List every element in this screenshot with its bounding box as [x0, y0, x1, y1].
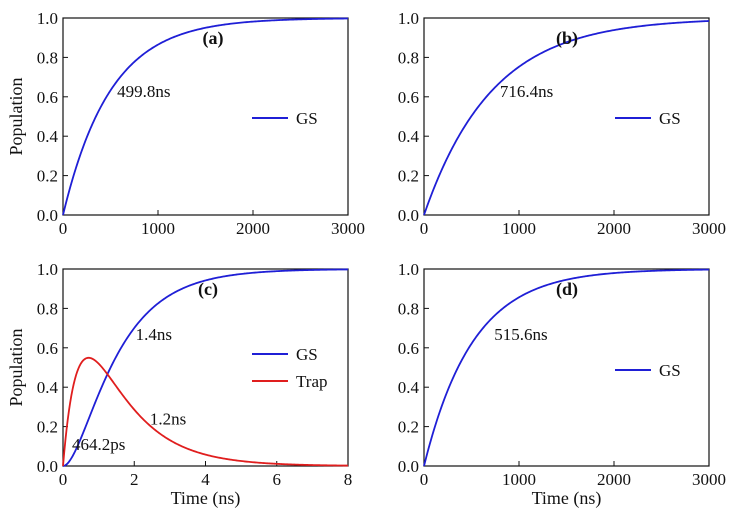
- axes-frame: [62, 17, 349, 216]
- axes-frame: [423, 17, 710, 216]
- y-tick-label: 0.8: [398, 48, 419, 67]
- y-tick-label: 0.4: [37, 378, 59, 397]
- y-tick-label: 0.8: [37, 299, 58, 318]
- panel-d: 0 1000 2000 3000 0.0 0.2 0.4 0.6 0.8 1.0 Time (ns)…: [398, 260, 726, 509]
- panel-c: 0 2 4 6 8 0.0 0.2 0.4 0.6 0.8 1.0 Population Time (n…: [6, 260, 352, 509]
- y-tick-label: 0.6: [398, 339, 419, 358]
- x-tick-label: 6: [273, 470, 282, 489]
- y-tick-label: 1.0: [398, 9, 419, 28]
- panel-label: (a): [203, 28, 224, 49]
- legend-label-gs: GS: [296, 109, 318, 128]
- panel-label: (d): [556, 279, 578, 300]
- series-line-gs: [62, 268, 349, 467]
- x-tick-label: 0: [59, 219, 68, 238]
- legend-label-gs: GS: [296, 345, 318, 364]
- panel-b: 0 1000 2000 3000 0.0 0.2 0.4 0.6 0.8 1.0 GS (b) 716.…: [398, 9, 726, 238]
- series-line-gs: [423, 20, 710, 216]
- panel-label: (c): [198, 279, 218, 300]
- y-tick-label: 0.0: [37, 457, 58, 476]
- y-tick-label: 1.0: [398, 260, 419, 279]
- y-tick-label: 0.0: [37, 206, 58, 225]
- y-tick-label: 0.4: [398, 378, 420, 397]
- y-tick-label: 0.4: [37, 127, 59, 146]
- x-tick-label: 2000: [597, 219, 631, 238]
- series-line-gs: [62, 17, 349, 216]
- x-axis-label: Time (ns): [532, 488, 602, 509]
- y-tick-label: 0.6: [37, 339, 58, 358]
- x-tick-label: 2000: [597, 470, 631, 489]
- x-tick-label: 1000: [502, 219, 536, 238]
- lifetime-annotation: 1.4ns: [136, 325, 172, 344]
- series-line-trap: [62, 356, 349, 467]
- panel-a: 0 1000 2000 3000 0.0 0.2 0.4 0.6 0.8 1.0 Populatio…: [6, 9, 365, 238]
- y-tick-label: 1.0: [37, 260, 58, 279]
- series-line-gs: [423, 268, 710, 467]
- legend-label-gs: GS: [659, 361, 681, 380]
- y-tick-label: 0.2: [37, 418, 58, 437]
- panel-label: (b): [556, 28, 578, 49]
- lifetime-annotation: 464.2ps: [72, 435, 125, 454]
- y-axis-label: Population: [6, 77, 26, 155]
- x-axis-label: Time (ns): [171, 488, 241, 509]
- y-tick-label: 0.4: [398, 127, 420, 146]
- lifetime-annotation: 499.8ns: [117, 82, 170, 101]
- x-tick-label: 4: [201, 470, 210, 489]
- x-tick-label: 2000: [236, 219, 270, 238]
- y-tick-label: 0.6: [398, 88, 419, 107]
- axes-frame: [423, 268, 710, 467]
- x-tick-label: 3000: [692, 470, 726, 489]
- x-tick-label: 2: [130, 470, 139, 489]
- lifetime-annotation: 716.4ns: [500, 82, 553, 101]
- y-tick-label: 1.0: [37, 9, 58, 28]
- x-tick-label: 0: [59, 470, 68, 489]
- legend-label-trap: Trap: [296, 372, 328, 391]
- legend-label-gs: GS: [659, 109, 681, 128]
- y-tick-label: 0.0: [398, 457, 419, 476]
- y-tick-label: 0.2: [398, 167, 419, 186]
- y-axis-label: Population: [6, 328, 26, 406]
- y-tick-label: 0.0: [398, 206, 419, 225]
- x-tick-label: 0: [420, 219, 429, 238]
- x-tick-label: 3000: [331, 219, 365, 238]
- y-tick-label: 0.2: [37, 167, 58, 186]
- lifetime-annotation: 1.2ns: [150, 410, 186, 429]
- y-tick-label: 0.8: [398, 299, 419, 318]
- y-tick-label: 0.8: [37, 48, 58, 67]
- x-tick-label: 1000: [502, 470, 536, 489]
- x-tick-label: 1000: [141, 219, 175, 238]
- y-tick-label: 0.6: [37, 88, 58, 107]
- lifetime-annotation: 515.6ns: [494, 325, 547, 344]
- x-tick-label: 0: [420, 470, 429, 489]
- x-tick-label: 8: [344, 470, 353, 489]
- x-tick-label: 3000: [692, 219, 726, 238]
- y-tick-label: 0.2: [398, 418, 419, 437]
